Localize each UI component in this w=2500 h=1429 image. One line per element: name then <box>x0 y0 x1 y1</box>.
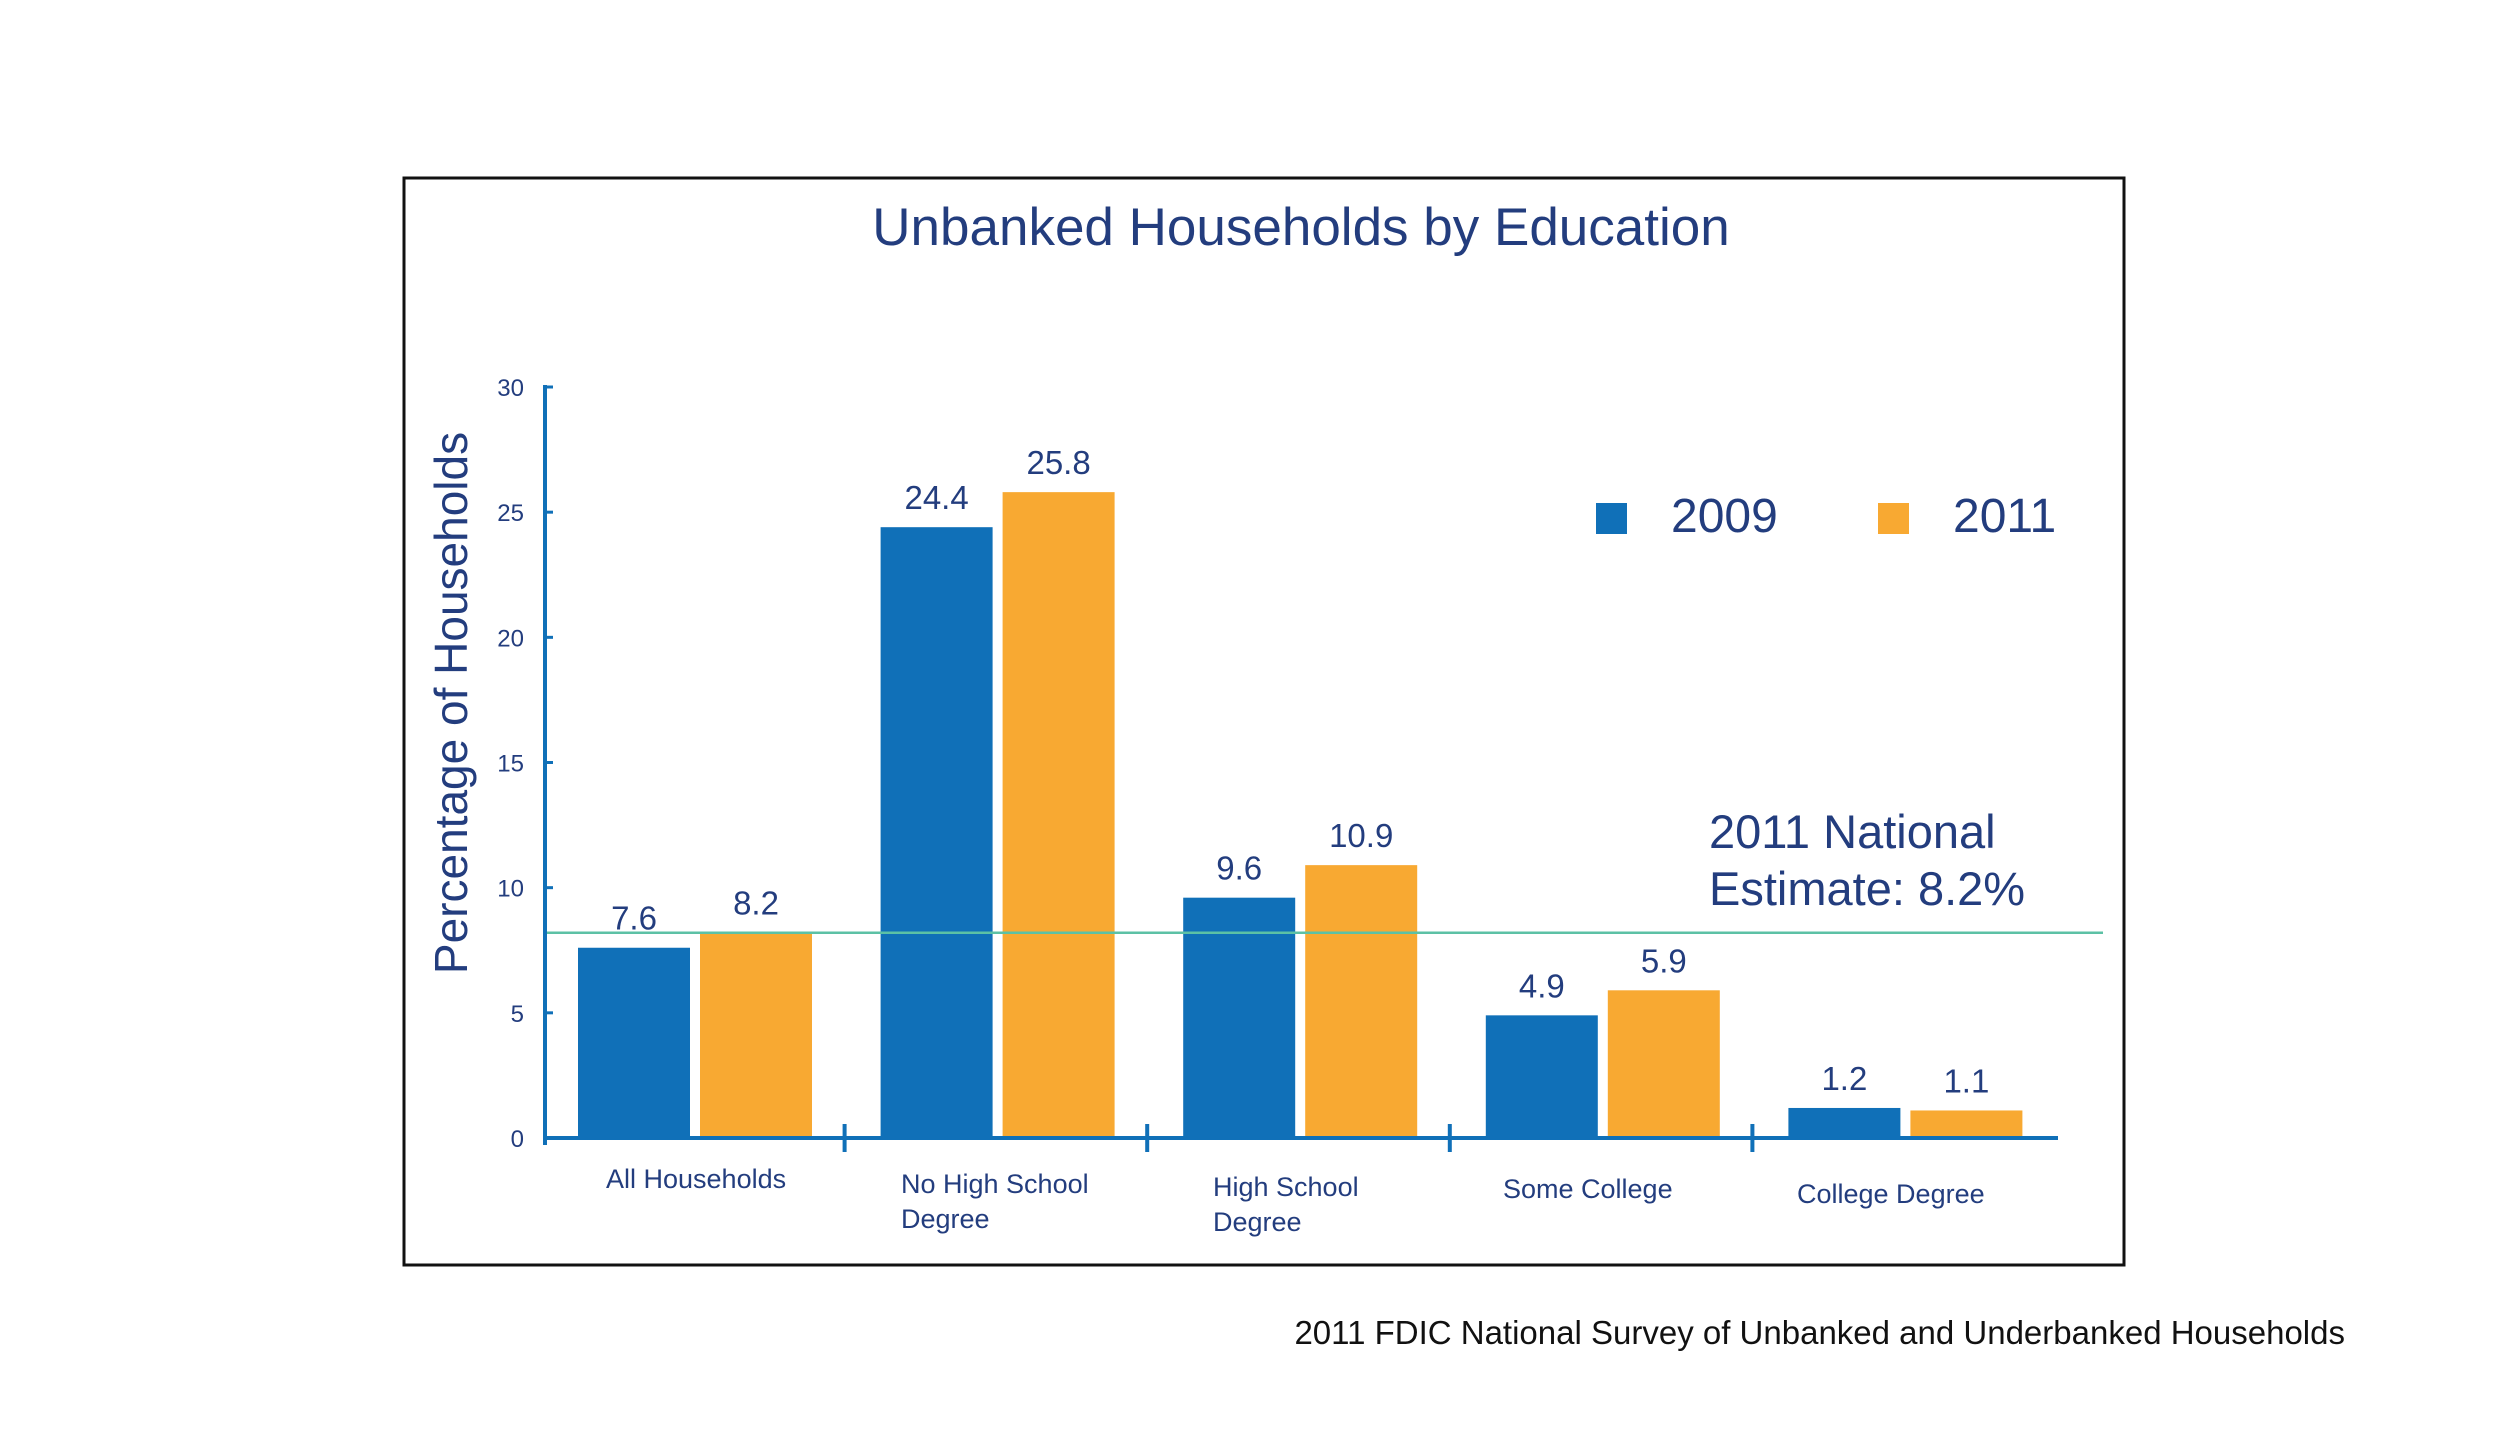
x-tick-label-1: No High School Degree <box>901 1169 1089 1234</box>
data-label-2009-0: 7.6 <box>611 900 657 937</box>
data-label-2011-4: 1.1 <box>1943 1062 1989 1099</box>
y-tick-label-1: 5 <box>511 1001 524 1028</box>
legend-swatch-2009 <box>1596 503 1627 534</box>
y-tick-label-4: 20 <box>497 625 524 652</box>
legend-swatch-2011 <box>1878 503 1909 534</box>
data-label-2009-2: 9.6 <box>1216 850 1262 887</box>
x-tick-label-3: Some College <box>1503 1174 1673 1204</box>
x-tick-label-0-line-0: All Households <box>606 1164 786 1194</box>
bar-2009-1 <box>880 527 993 1138</box>
bar-2009-4 <box>1788 1107 1901 1138</box>
y-tick-label-2: 10 <box>497 876 524 903</box>
y-tick-label-0: 0 <box>511 1126 524 1153</box>
legend-label-2009: 2009 <box>1671 490 1778 543</box>
reference-label-line-1: Estimate: 8.2% <box>1709 862 2025 915</box>
bar-2011-4 <box>1910 1110 2023 1138</box>
x-tick-label-3-line-0: Some College <box>1503 1174 1673 1204</box>
bar-2011-3 <box>1607 990 1720 1138</box>
data-label-2011-2: 10.9 <box>1329 817 1393 854</box>
data-label-2011-3: 5.9 <box>1641 942 1687 979</box>
y-tick-label-5: 25 <box>497 500 524 527</box>
legend-label-2011: 2011 <box>1953 490 2056 543</box>
data-label-2009-1: 24.4 <box>904 479 968 516</box>
x-tick-label-2-line-1: Degree <box>1213 1207 1302 1237</box>
bar-2011-1 <box>1002 492 1115 1138</box>
y-axis-label: Percentage of Households <box>425 432 477 974</box>
plot-area: 7.6 24.4 9.6 4.9 1.2 8.2 25.8 10.9 5.9 1.1 2011 Na… <box>497 375 2103 1237</box>
bar-2009-2 <box>1183 897 1296 1138</box>
x-tick-label-2-line-0: High School <box>1213 1172 1359 1202</box>
data-label-2011-0: 8.2 <box>733 885 779 922</box>
x-tick-label-1-line-0: No High School <box>901 1169 1089 1199</box>
chart-title: Unbanked Households by Education <box>872 198 1729 257</box>
y-tick-label-6: 30 <box>497 375 524 402</box>
bar-2011-0 <box>700 932 812 1138</box>
data-label-2009-3: 4.9 <box>1519 967 1565 1004</box>
x-tick-label-4: College Degree <box>1797 1179 1985 1209</box>
bar-2009-0 <box>578 947 690 1138</box>
x-tick-label-4-line-0: College Degree <box>1797 1179 1985 1209</box>
bar-2011-2 <box>1305 865 1418 1138</box>
x-tick-label-2: High School Degree <box>1213 1172 1359 1237</box>
reference-label-line-0: 2011 National <box>1709 805 1996 858</box>
y-tick-label-3: 15 <box>497 751 524 778</box>
bar-2009-3 <box>1485 1015 1598 1138</box>
x-tick-label-1-line-1: Degree <box>901 1204 990 1234</box>
data-label-2011-1: 25.8 <box>1026 444 1090 481</box>
source-note: 2011 FDIC National Survey of Unbanked an… <box>1294 1314 2345 1351</box>
x-tick-label-0: All Households <box>606 1164 786 1194</box>
data-label-2009-4: 1.2 <box>1821 1060 1867 1097</box>
